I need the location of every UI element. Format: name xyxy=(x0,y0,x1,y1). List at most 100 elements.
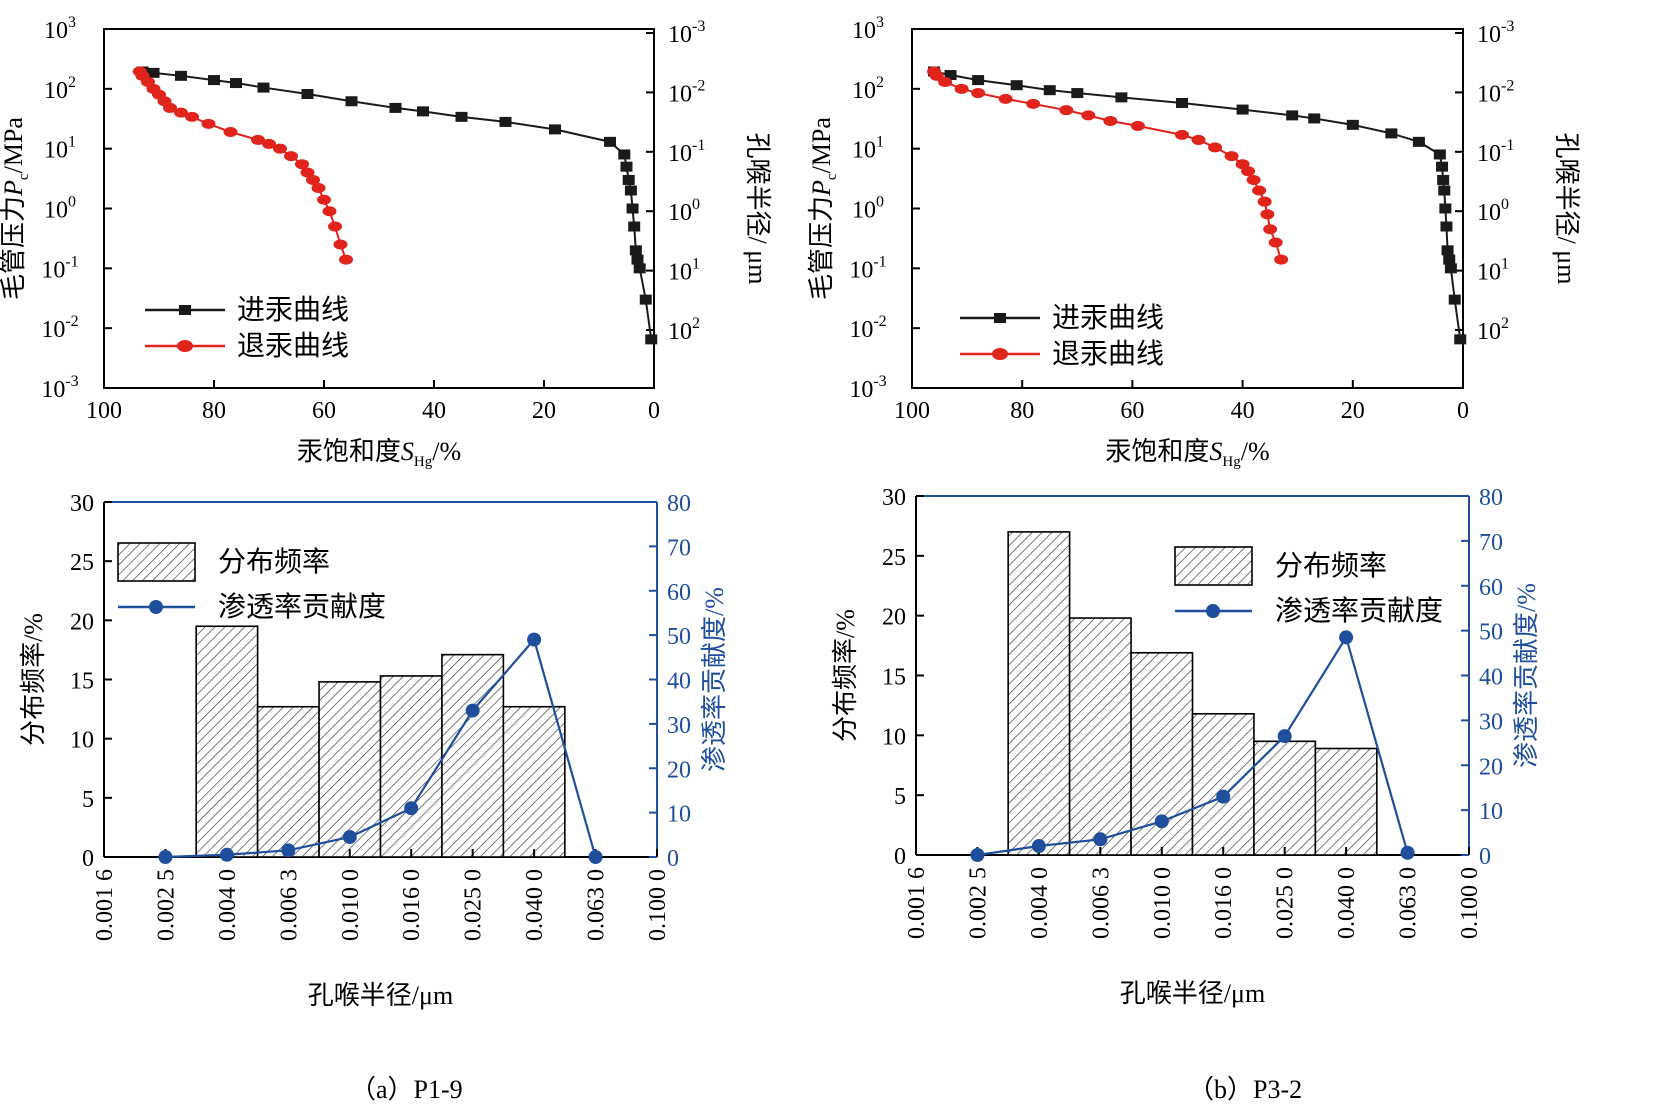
legend-label: 退汞曲线 xyxy=(237,330,349,362)
x-axis-label-subscript: Hg xyxy=(1222,454,1241,470)
tick-base: 10 xyxy=(1477,81,1501,107)
extrusion-marker xyxy=(201,118,216,129)
intrusion-marker xyxy=(301,88,314,99)
x-tick-label: 0.001 6 xyxy=(92,869,118,941)
intrusion-marker xyxy=(257,82,270,93)
extrusion-marker xyxy=(1260,209,1275,220)
intrusion-marker xyxy=(1286,110,1299,121)
y-tick-label-left: 0 xyxy=(82,846,94,872)
intrusion-marker xyxy=(624,185,637,196)
extrusion-marker xyxy=(1268,237,1283,248)
contribution-point xyxy=(970,848,985,862)
y-tick-label-right: 10-1 xyxy=(668,137,705,167)
x-tick-label: 0.016 0 xyxy=(1211,867,1237,939)
x-tick-label: 0.016 0 xyxy=(399,869,425,941)
intrusion-marker xyxy=(618,149,631,160)
x-tick-label: 0.010 0 xyxy=(338,869,364,941)
intrusion-marker xyxy=(1175,97,1188,108)
y-tick-label-right: 10-3 xyxy=(668,18,705,48)
contribution-point xyxy=(1093,832,1108,847)
y-axis-label-left: 分布频率/% xyxy=(831,609,860,742)
tick-base: 10 xyxy=(849,317,873,343)
y-tick-label-right: 60 xyxy=(667,580,691,606)
tick-exponent: 2 xyxy=(692,315,700,332)
distribution-bar xyxy=(1314,747,1378,856)
contribution-point xyxy=(1339,630,1354,645)
y-tick-label-right: 10-2 xyxy=(1477,77,1514,107)
y-tick-label-left: 102 xyxy=(44,74,76,104)
y-tick-label-left: 10 xyxy=(70,728,94,754)
legend-marker xyxy=(179,305,191,315)
extrusion-marker xyxy=(311,183,326,194)
intrusion-marker xyxy=(620,161,633,172)
x-tick-label: 0 xyxy=(1457,398,1469,424)
intrusion-marker xyxy=(389,102,402,113)
tick-exponent: 1 xyxy=(1501,256,1509,273)
y-tick-label-left: 101 xyxy=(852,134,884,164)
tick-base: 10 xyxy=(1477,141,1501,167)
y-tick-label-left: 5 xyxy=(82,787,94,813)
tick-exponent: 0 xyxy=(68,194,76,211)
extrusion-marker xyxy=(998,93,1013,104)
x-axis-label: 孔喉半径/μm xyxy=(308,981,453,1010)
y-tick-label-right: 101 xyxy=(1477,256,1509,286)
extrusion-marker xyxy=(971,88,986,99)
y-tick-label-left: 103 xyxy=(44,14,76,44)
x-axis-label-symbol: S xyxy=(401,437,414,466)
y-tick-label-right: 102 xyxy=(1477,315,1509,345)
intrusion-marker xyxy=(1438,185,1451,196)
intrusion-marker xyxy=(1385,128,1398,139)
x-tick-label: 0.040 0 xyxy=(522,869,548,941)
extrusion-marker xyxy=(1235,159,1250,170)
legend-label: 渗透率贡献度 xyxy=(1275,595,1443,627)
intrusion-marker xyxy=(549,124,561,135)
intrusion-curve xyxy=(933,70,1462,340)
extrusion-marker xyxy=(1257,196,1272,207)
extrusion-marker xyxy=(185,111,199,122)
tick-exponent: 1 xyxy=(68,134,76,151)
extrusion-marker xyxy=(262,138,276,149)
extrusion-marker xyxy=(328,221,342,232)
tick-base: 10 xyxy=(849,377,873,403)
y-tick-label-right: 40 xyxy=(667,669,691,695)
y-tick-label-left: 20 xyxy=(70,609,94,635)
x-tick-label: 0.006 3 xyxy=(1088,867,1114,939)
extrusion-marker xyxy=(1103,115,1118,126)
intrusion-marker xyxy=(631,254,644,265)
contribution-point xyxy=(588,850,603,864)
intrusion-marker xyxy=(1346,119,1359,130)
y-tick-label-right: 10-2 xyxy=(668,77,705,107)
intrusion-marker xyxy=(1448,294,1461,305)
extrusion-marker xyxy=(1208,142,1223,153)
y-tick-label-left: 25 xyxy=(70,550,94,576)
y-tick-label-right: 70 xyxy=(1479,530,1503,556)
intrusion-marker xyxy=(639,294,652,305)
tick-base: 10 xyxy=(668,260,692,286)
y-tick-label-left: 101 xyxy=(44,134,76,164)
legend-bar-swatch xyxy=(117,542,196,582)
y-axis-label-right: 渗透率贡献度/% xyxy=(700,587,729,772)
extrusion-marker xyxy=(339,254,353,265)
x-tick-label: 60 xyxy=(1120,398,1144,424)
y-tick-label-left: 10-3 xyxy=(41,373,78,403)
tick-base: 10 xyxy=(44,138,68,164)
y-tick-label-right: 100 xyxy=(668,196,700,226)
contribution-point xyxy=(465,703,480,718)
intrusion-marker xyxy=(1437,174,1450,185)
intrusion-marker xyxy=(208,75,220,86)
tick-base: 10 xyxy=(44,18,68,44)
legend-label: 进汞曲线 xyxy=(237,294,349,326)
x-tick-label: 0.063 0 xyxy=(1396,867,1422,939)
tick-exponent: -3 xyxy=(1501,18,1514,35)
panel-b-capillary-chart: 100 80 60 40 20 010-310-210-11001011021031021… xyxy=(807,14,1581,470)
tick-base: 10 xyxy=(1477,319,1501,345)
legend-marker xyxy=(149,600,163,614)
y-tick-label-left: 10 xyxy=(882,724,906,750)
distribution-bar xyxy=(1007,531,1071,856)
extrusion-marker xyxy=(132,66,147,77)
y-tick-label-left: 10-2 xyxy=(849,313,886,343)
legend-marker xyxy=(1206,604,1220,618)
intrusion-marker xyxy=(1412,136,1425,147)
x-tick-label: 0.002 5 xyxy=(153,869,179,941)
distribution-bar xyxy=(195,625,259,858)
